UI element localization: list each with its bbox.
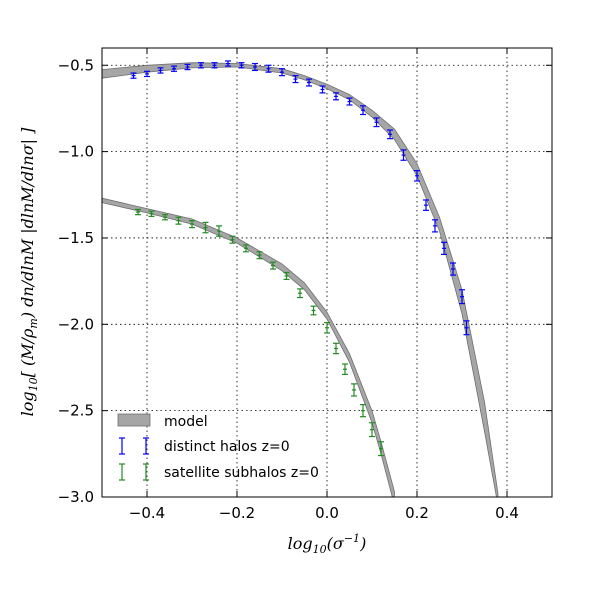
data-point — [319, 85, 326, 94]
x-tick-label: −0.4 — [129, 504, 165, 522]
data-point — [360, 404, 366, 418]
data-point — [202, 221, 209, 234]
legend-label-model: model — [164, 414, 208, 430]
data-point — [211, 62, 218, 69]
y-tick-label: −1.5 — [58, 229, 94, 247]
y-tick-label: −3.0 — [58, 488, 94, 506]
data-point — [306, 78, 312, 87]
data-point — [441, 241, 447, 255]
data-point — [297, 288, 303, 299]
data-point — [387, 129, 393, 140]
data-point — [189, 220, 195, 229]
data-point — [333, 342, 339, 355]
data-point — [144, 70, 150, 78]
data-point — [225, 60, 231, 67]
ticks: −0.4 −0.2 0.0 0.2 0.4 −0.5 −1.0 −1.5 −2.0 −2.5 −3.… — [58, 48, 552, 522]
data-point — [369, 422, 375, 438]
data-point — [175, 216, 182, 225]
data-point — [243, 244, 249, 253]
x-tick-label: 0.0 — [315, 504, 339, 522]
distinct-halos-series — [130, 60, 470, 336]
data-point — [346, 97, 353, 106]
y-tick-label: −2.0 — [58, 315, 94, 333]
data-point — [157, 67, 164, 74]
data-point — [400, 149, 407, 161]
data-point — [333, 92, 339, 101]
y-tick-label: −1.0 — [58, 143, 94, 161]
data-point — [256, 251, 263, 260]
data-point — [162, 214, 168, 221]
y-axis-label: log10[ (M/ρm) dn/dlnM |dlnM/dlnσ| ] — [18, 127, 40, 416]
data-point — [414, 170, 420, 182]
data-point — [252, 62, 258, 72]
data-point — [283, 271, 290, 281]
data-point — [229, 235, 236, 244]
data-point — [238, 62, 245, 69]
data-point — [373, 117, 380, 128]
data-point — [378, 441, 384, 457]
data-point — [135, 208, 141, 216]
data-point — [463, 320, 470, 336]
data-point — [450, 262, 456, 276]
data-point — [342, 363, 348, 375]
data-point — [270, 261, 276, 270]
data-series — [130, 60, 470, 457]
legend-model-swatch — [117, 413, 151, 427]
y-tick-label: −0.5 — [58, 56, 94, 74]
x-axis-label: log10(σ−1) — [288, 532, 367, 556]
x-tick-label: −0.2 — [219, 504, 255, 522]
data-point — [148, 210, 155, 217]
data-point — [198, 62, 204, 69]
data-point — [423, 199, 429, 211]
data-point — [360, 105, 366, 116]
data-point — [432, 219, 438, 233]
legend-label-distinct: distinct halos z=0 — [164, 439, 290, 455]
data-point — [351, 383, 357, 397]
data-point — [459, 289, 465, 305]
data-point — [292, 75, 299, 84]
data-point — [130, 72, 137, 79]
legend: model distinct halos z=0 satellite subhalo… — [117, 413, 319, 481]
x-tick-label: 0.4 — [495, 504, 519, 522]
legend-label-satellite: satellite subhalos z=0 — [164, 465, 319, 481]
y-tick-label: −2.5 — [58, 402, 94, 420]
data-point — [184, 63, 191, 71]
data-point — [171, 65, 177, 72]
data-point — [265, 64, 272, 73]
data-point — [279, 68, 285, 77]
data-point — [324, 321, 330, 334]
x-tick-label: 0.2 — [405, 504, 429, 522]
satellite-subhalos-series — [135, 208, 384, 457]
data-point — [310, 305, 317, 316]
data-point — [216, 225, 222, 237]
